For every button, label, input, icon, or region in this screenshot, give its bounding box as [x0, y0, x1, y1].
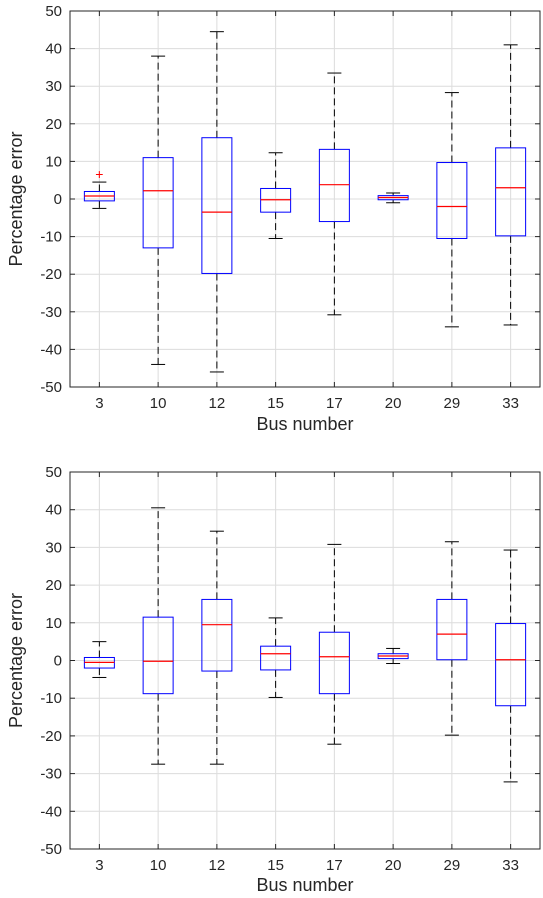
y-tick-label: -50: [40, 841, 62, 858]
box-bus-12: [201, 530, 233, 765]
y-tick-label: -50: [40, 379, 62, 396]
y-tick-label: 50: [45, 464, 62, 481]
y-tick-label: 20: [45, 577, 62, 594]
iqr-box: [201, 137, 233, 274]
y-tick-label: -10: [40, 690, 62, 707]
y-tick-label: 0: [54, 653, 62, 670]
x-tick-label: 17: [326, 395, 343, 412]
iqr-box: [318, 631, 350, 695]
box-bus-15: [260, 617, 292, 698]
box-bus-3: [83, 641, 115, 678]
boxplot-panel-1: -50 -40 -30 -20 -10 0 10 20 30 40 50 3 10 12 15 17 20 29 3…: [6, 3, 541, 434]
y-tick-label: 40: [45, 41, 62, 58]
y-tick-label: -20: [40, 728, 62, 745]
box-bus-3: +: [83, 166, 115, 209]
iqr-box: [436, 598, 468, 661]
x-tick-label: 33: [502, 395, 519, 412]
box-bus-17: [318, 72, 350, 316]
y-tick-label: -30: [40, 766, 62, 783]
y-tick-label: 20: [45, 116, 62, 133]
iqr-box: [495, 147, 527, 237]
boxplot-panel-2: -50 -40 -30 -20 -10 0 10 20 30 40 50 3 10 12 15 17 20 29 3…: [6, 464, 541, 895]
y-tick-label: -20: [40, 266, 62, 283]
y-axis-label: Percentage error: [6, 593, 26, 728]
y-tick-label: 10: [45, 615, 62, 632]
box-bus-12: [201, 31, 233, 373]
y-tick-label: 30: [45, 539, 62, 556]
y-tick-label: -40: [40, 341, 62, 358]
box-bus-33: [495, 549, 527, 783]
x-tick-label: 20: [385, 395, 402, 412]
y-tick-label: -40: [40, 803, 62, 820]
x-tick-label: 17: [326, 857, 343, 874]
box-bus-33: [495, 44, 527, 326]
x-tick-label: 33: [502, 857, 519, 874]
iqr-box: [495, 623, 527, 707]
y-tick-label: 50: [45, 3, 62, 20]
box-bus-29: [436, 92, 468, 328]
x-axis-label: Bus number: [256, 875, 353, 895]
x-tick-label: 12: [209, 857, 226, 874]
y-tick-label: -10: [40, 229, 62, 246]
x-tick-label: 29: [444, 857, 461, 874]
iqr-box: [318, 148, 350, 223]
x-axis-label: Bus number: [256, 414, 353, 434]
y-axis-label: Percentage error: [6, 131, 26, 266]
box-bus-20: [377, 647, 409, 665]
iqr-box: [436, 162, 468, 239]
box-bus-20: [377, 192, 409, 204]
x-tick-label: 20: [385, 857, 402, 874]
outlier-marker: +: [95, 166, 103, 182]
y-tick-label: 10: [45, 153, 62, 170]
x-tick-label: 3: [95, 857, 103, 874]
x-tick-label: 10: [150, 395, 167, 412]
box-bus-15: [260, 152, 292, 239]
x-tick-label: 29: [444, 395, 461, 412]
box-bus-29: [436, 541, 468, 736]
y-tick-label: 30: [45, 78, 62, 95]
y-tick-label: 0: [54, 191, 62, 208]
y-tick-label: 40: [45, 502, 62, 519]
x-tick-label: 3: [95, 395, 103, 412]
x-tick-label: 15: [267, 857, 284, 874]
x-tick-label: 12: [209, 395, 226, 412]
box-bus-10: [142, 507, 174, 765]
box-bus-17: [318, 543, 350, 745]
x-tick-label: 10: [150, 857, 167, 874]
iqr-box: [142, 616, 174, 695]
iqr-box: [142, 157, 174, 249]
x-tick-label: 15: [267, 395, 284, 412]
iqr-box: [201, 598, 233, 672]
box-bus-10: [142, 55, 174, 365]
iqr-box: [260, 645, 292, 671]
y-tick-label: -30: [40, 304, 62, 321]
